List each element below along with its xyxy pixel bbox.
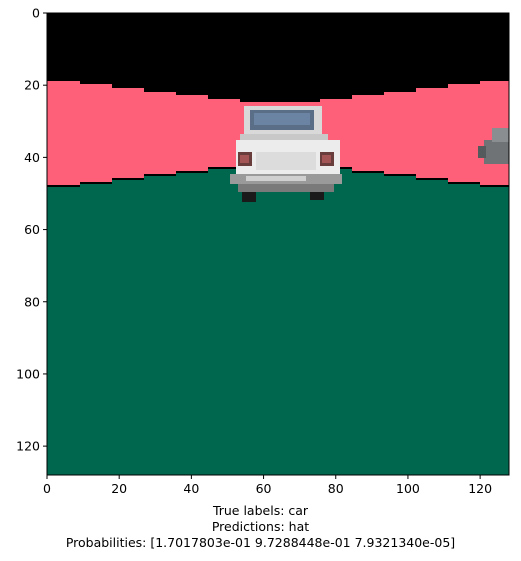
y-tick-label: 60 bbox=[24, 222, 40, 237]
x-tick-label: 20 bbox=[111, 481, 127, 496]
y-tick-label: 20 bbox=[24, 78, 40, 93]
probabilities-text: Probabilities: [1.7017803e-01 9.7288448e… bbox=[65, 535, 456, 550]
x-tick-label: 120 bbox=[468, 481, 492, 496]
ground-region bbox=[47, 166, 509, 475]
image-figure: 0 20 40 60 80 100 120 0 20 40 60 80 100 120 bbox=[16, 6, 510, 496]
y-tick-label: 80 bbox=[24, 294, 40, 309]
caption: True labels: car Predictions: hat Probab… bbox=[0, 503, 521, 551]
x-tick-label: 40 bbox=[183, 481, 199, 496]
x-tick-label: 0 bbox=[43, 481, 51, 496]
x-tick-label: 60 bbox=[256, 481, 272, 496]
y-tick-label: 0 bbox=[32, 6, 40, 21]
y-tick-label: 40 bbox=[24, 150, 40, 165]
image-content bbox=[47, 13, 509, 475]
y-tick-label: 120 bbox=[16, 439, 40, 454]
x-tick-label: 100 bbox=[396, 481, 420, 496]
predictions-text: Predictions: hat bbox=[211, 519, 310, 534]
true-labels-text: True labels: car bbox=[212, 503, 309, 518]
distant-object bbox=[478, 128, 509, 164]
y-axis: 0 20 40 60 80 100 120 bbox=[16, 6, 47, 454]
y-tick-label: 100 bbox=[16, 366, 40, 381]
x-tick-label: 80 bbox=[328, 481, 344, 496]
x-axis: 0 20 40 60 80 100 120 bbox=[43, 475, 492, 496]
axes-frame bbox=[46, 12, 510, 476]
car bbox=[230, 106, 342, 202]
